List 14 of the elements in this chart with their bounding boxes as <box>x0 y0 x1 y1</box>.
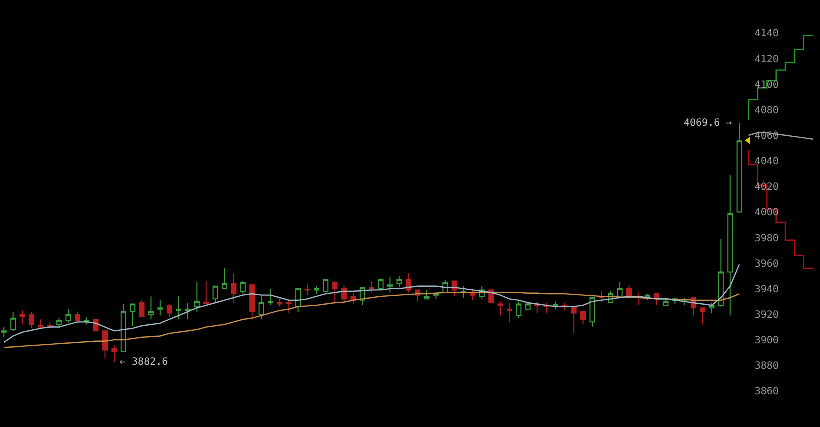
y-tick-label: 4120 <box>754 54 779 66</box>
annotation: ← 3882.6 <box>120 357 168 368</box>
y-tick-label: 3860 <box>754 386 779 398</box>
y-tick-label: 4140 <box>754 28 779 40</box>
y-tick-label: 3980 <box>754 233 779 244</box>
y-tick-label: 3900 <box>754 336 779 347</box>
y-tick-label: 4080 <box>754 105 779 116</box>
y-tick-label: 3960 <box>754 258 779 270</box>
y-tick-label: 4040 <box>754 156 779 168</box>
y-tick-label: 3940 <box>754 284 779 296</box>
y-tick-label: 4060 <box>754 131 779 142</box>
y-tick-label: 3920 <box>754 310 779 321</box>
y-tick-label: 3880 <box>754 361 779 372</box>
annotation: 4069.6 → <box>684 118 732 129</box>
